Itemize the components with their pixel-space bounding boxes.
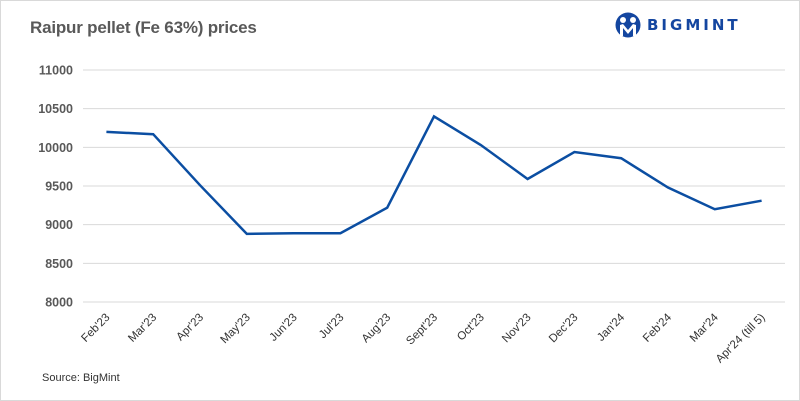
x-tick-label: Nov'23 — [500, 312, 534, 346]
x-tick-label: Apr'23 — [174, 312, 206, 344]
y-tick-label: 11000 — [39, 64, 73, 78]
y-tick-label: 9500 — [45, 180, 73, 194]
x-tick-label: Feb'24 — [641, 311, 675, 345]
x-tick-label: Apr'24 (till 5) — [714, 312, 768, 366]
price-line — [106, 114, 762, 236]
x-tick-label: Jan'24 — [595, 311, 628, 344]
y-tick-label: 9000 — [45, 218, 73, 232]
chart-title: Raipur pellet (Fe 63%) prices — [30, 18, 257, 37]
x-tick-label: Mar'23 — [126, 312, 159, 345]
bigmint-logo: BIGMINT — [615, 10, 741, 40]
y-tick-label: 10500 — [38, 102, 73, 116]
y-tick-label: 10000 — [38, 141, 73, 155]
x-tick-label: May'23 — [218, 312, 252, 346]
x-tick-label: Dec'23 — [547, 312, 581, 346]
x-tick-label: Aug'23 — [360, 312, 394, 346]
x-tick-label: Jul'23 — [317, 312, 346, 341]
x-tick-label: Sept'23 — [404, 312, 440, 348]
x-tick-label: Jun'23 — [268, 312, 300, 344]
logo-text: BIGMINT — [647, 16, 741, 34]
x-tick-label: Mar'24 — [688, 311, 722, 345]
source-note: Source: BigMint — [42, 372, 120, 384]
y-tick-label: 8000 — [45, 296, 73, 310]
x-tick-label: Oct'23 — [455, 312, 487, 344]
bigmint-people-icon — [615, 12, 641, 38]
y-tick-label: 8500 — [45, 257, 73, 271]
x-tick-label: Feb'23 — [79, 312, 112, 345]
